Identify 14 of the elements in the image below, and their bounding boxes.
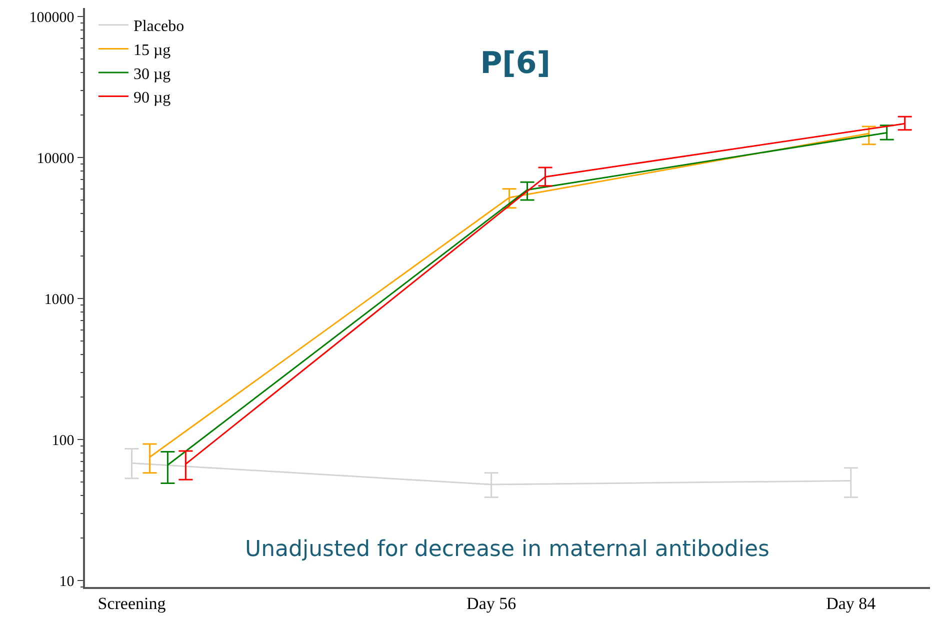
x-tick-label: Screening (98, 594, 166, 614)
annotation: Unadjusted for decrease in maternal antibodies (245, 537, 770, 562)
y-tick-label: 1000 (44, 292, 74, 308)
y-tick-label: 100 (52, 432, 74, 449)
y-tick-label: 10000 (36, 150, 74, 167)
legend-label: 90 µg (133, 90, 171, 107)
y-tick-label: 100000 (29, 10, 74, 26)
legend-label: 30 µg (133, 66, 171, 83)
legend-label: Placebo (133, 18, 184, 36)
legend-label: 15 µg (133, 42, 171, 59)
text: P[6] (480, 46, 550, 81)
x-tick-label: Day 56 (466, 594, 516, 614)
x-tick-label: Day 84 (826, 594, 876, 614)
y-tick-label: 10 (59, 574, 74, 590)
